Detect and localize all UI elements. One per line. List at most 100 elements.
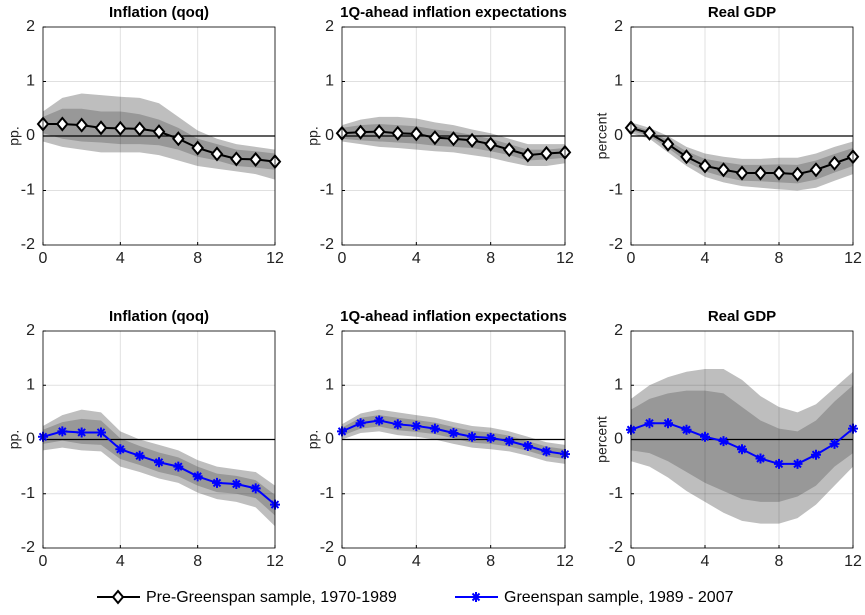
x-tick-label: 4 [701,553,710,570]
y-tick-label: -1 [609,485,623,502]
marker [700,431,710,442]
marker [428,130,442,146]
y-tick-label: -1 [21,182,35,199]
panel-title: Inflation (qoq) [109,4,209,21]
y-tick-label: 2 [614,322,623,339]
marker [522,441,533,452]
x-tick-label: 8 [775,553,784,570]
marker [755,453,766,464]
y-tick-label: -2 [320,539,334,556]
marker [191,140,204,156]
marker [644,418,655,429]
x-tick-label: 12 [556,250,574,267]
marker [391,125,405,141]
legend-marker [111,589,125,605]
panel-title: Real GDP [708,4,776,21]
marker [541,446,552,457]
x-tick-label: 8 [486,250,495,267]
legend: Pre-Greenspan sample, 1970-1989 Greenspa… [97,589,734,606]
plot-frame [630,330,854,549]
marker [735,165,749,181]
marker [828,155,841,171]
x-tick-label: 0 [627,553,636,570]
y-tick-label: 1 [26,376,35,393]
marker [791,166,804,182]
x-tick-label: 4 [116,250,125,267]
x-tick-label: 8 [775,250,784,267]
marker [230,151,243,167]
marker [774,458,784,469]
y-axis-label: pp. [305,430,321,449]
marker [698,158,712,174]
y-axis-label: pp. [6,126,22,145]
marker [372,124,386,140]
x-tick-label: 4 [701,250,710,267]
panel-title: 1Q-ahead inflation expectations [340,4,567,21]
marker [521,147,535,163]
x-tick-label: 12 [844,250,862,267]
marker [411,420,422,431]
marker [133,121,146,137]
marker [754,165,767,181]
marker [355,418,366,429]
y-tick-label: -2 [609,236,623,253]
marker [792,458,803,469]
panel-title: 1Q-ahead inflation expectations [340,308,567,325]
marker [829,438,840,449]
marker [212,477,222,488]
y-tick-label: 0 [26,431,35,448]
y-tick-label: 0 [614,431,623,448]
marker [410,126,423,142]
y-axis-label: percent [594,416,610,463]
marker [718,436,729,447]
y-tick-label: 0 [26,127,35,144]
x-tick-label: 8 [193,553,202,570]
marker [681,424,692,435]
legend-marker [471,592,481,602]
marker [540,145,553,162]
panel-title: Inflation (qoq) [109,308,209,325]
marker [231,478,242,489]
x-tick-label: 12 [266,250,284,267]
marker [809,162,823,178]
y-tick-label: 0 [325,127,334,144]
marker [502,142,516,158]
marker [75,117,88,133]
confidence-band [631,385,853,502]
x-tick-label: 8 [486,553,495,570]
y-tick-label: 1 [614,376,623,393]
y-tick-label: 0 [614,127,623,144]
marker [250,483,261,494]
legend-label: Greenspan sample, 1989 - 2007 [504,589,734,606]
marker [114,120,127,136]
marker [661,136,675,152]
plot-frame [42,330,276,549]
y-tick-label: 2 [325,18,334,35]
marker [447,131,460,147]
x-tick-label: 4 [412,553,421,570]
y-tick-label: 2 [26,322,35,339]
marker [484,136,497,152]
marker [192,471,203,482]
legend-label: Pre-Greenspan sample, 1970-1989 [146,589,397,606]
x-tick-label: 12 [844,553,862,570]
marker [57,426,68,437]
y-tick-label: -1 [21,485,35,502]
y-tick-label: -2 [21,236,35,253]
y-tick-label: 1 [325,73,334,90]
plot-frame [341,26,566,246]
marker [173,461,184,472]
plot-frame [341,330,566,549]
marker [717,162,730,178]
y-tick-label: -1 [609,182,623,199]
marker [94,120,108,136]
y-axis-label: pp. [305,126,321,145]
x-tick-label: 0 [338,250,347,267]
marker [115,444,126,455]
